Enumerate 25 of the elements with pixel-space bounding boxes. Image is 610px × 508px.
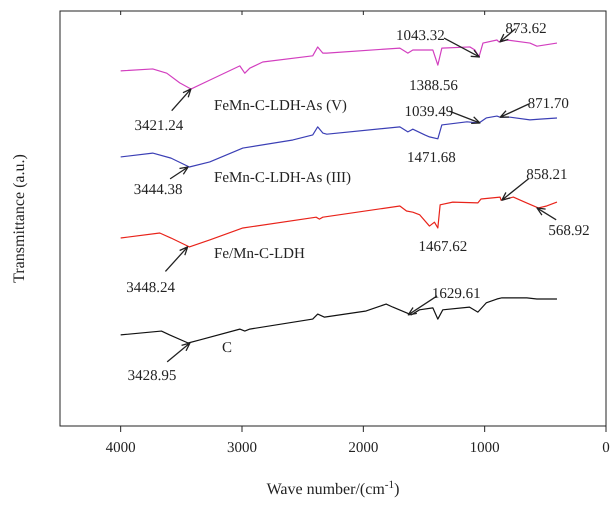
annotation: 3421.24 [134, 118, 184, 134]
annotation: 3428.95 [128, 368, 176, 384]
series-label: FeMn-C-LDH-As (V) [214, 98, 347, 114]
x-axis-title: Wave number/(cm$^{-1}$) [266, 479, 400, 498]
annotation: 1039.49 [404, 104, 454, 120]
x-tick-label: 1000 [470, 440, 500, 456]
annotation: 1629.61 [432, 286, 481, 302]
annotation: 858.21 [526, 167, 568, 184]
annotation: 1471.68 [407, 150, 456, 166]
annotation: 3444.38 [134, 182, 182, 198]
annotation: 568.92 [548, 222, 590, 239]
annotation: 1388.56 [409, 78, 458, 94]
annotation: 1467.62 [418, 239, 468, 256]
annotation: 871.70 [528, 96, 569, 112]
annotation: 1043.32 [396, 28, 445, 44]
annotation: 3448.24 [126, 280, 176, 296]
series-label: Fe/Mn-C-LDH [214, 246, 305, 262]
x-tick-label: 3000 [227, 440, 257, 456]
x-tick-label: 4000 [106, 440, 136, 456]
x-tick-label: 2000 [348, 440, 378, 456]
series-label: C [222, 340, 232, 356]
x-tick-label: 0 [602, 440, 610, 456]
series-label: FeMn-C-LDH-As (III) [214, 170, 352, 186]
annotation: 873.62 [505, 20, 547, 37]
y-axis-title: Transmittance (a.u.) [11, 154, 28, 283]
